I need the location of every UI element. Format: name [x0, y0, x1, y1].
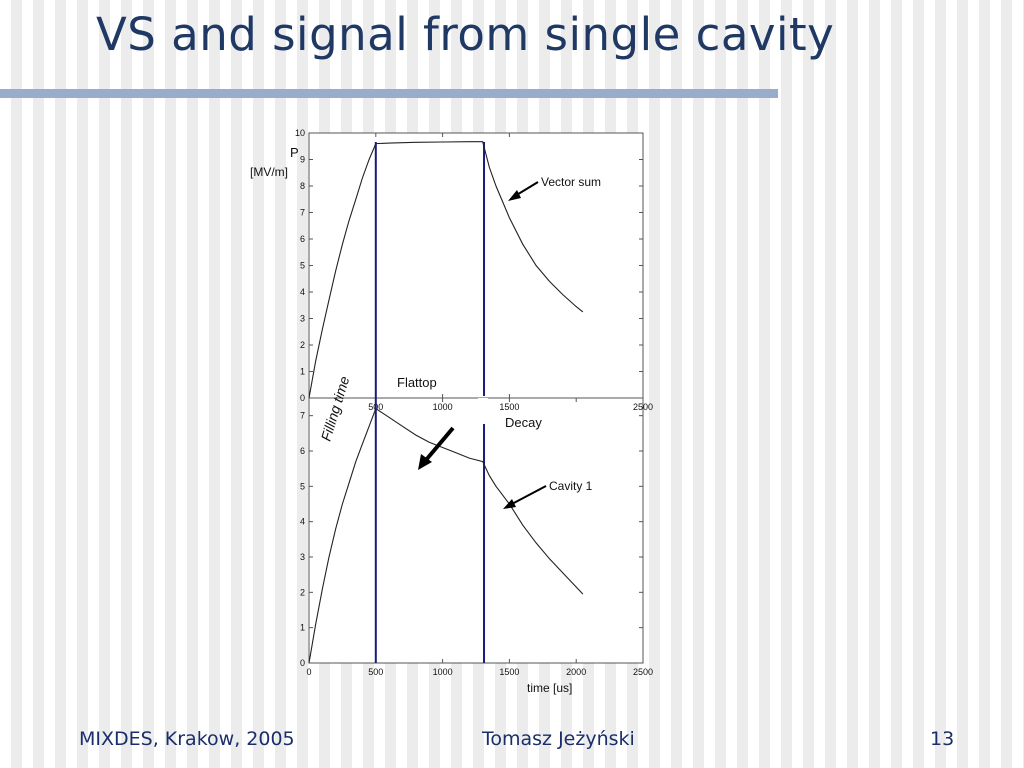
- footer-author: Tomasz Jeżyński: [482, 728, 635, 750]
- top-ytick-label: 5: [300, 261, 305, 271]
- marker-gap: [478, 398, 488, 424]
- top-ytick-label: 3: [300, 314, 305, 324]
- annotation-cavity-1: Cavity 1: [549, 479, 593, 493]
- bottom-ytick-label: 2: [300, 587, 305, 597]
- annotation-decay: Decay: [505, 415, 542, 430]
- bottom-ytick-label: 7: [300, 411, 305, 421]
- bottom-series-line-0: [308, 407, 584, 664]
- bottom-plot-frame: [308, 397, 644, 664]
- cavity-1-arrow: [503, 485, 547, 509]
- top-ytick-label: 10: [295, 128, 305, 138]
- top-ytick-label: 4: [300, 287, 305, 297]
- top-ytick-label: 9: [300, 155, 305, 165]
- bottom-xtick-label: 0: [306, 667, 311, 677]
- bottom-xtick-label: 1000: [433, 667, 453, 677]
- title-underline: [0, 89, 778, 98]
- top-ytick-label: 8: [300, 181, 305, 191]
- bottom-ytick-label: 4: [300, 517, 305, 527]
- top-series-line-0: [308, 141, 584, 399]
- bottom-ytick-label: 3: [300, 552, 305, 562]
- top-xtick-label: 1500: [499, 402, 519, 412]
- page-number: 13: [930, 728, 955, 750]
- top-ytick-label: 7: [300, 208, 305, 218]
- bottom-xtick-label: 1500: [499, 667, 519, 677]
- bottom-ytick-label: 5: [300, 481, 305, 491]
- slide-title: VS and signal from single cavity: [96, 8, 835, 61]
- annotation-flattop: Flattop: [397, 375, 437, 390]
- bottom-xlabel: time [us]: [527, 681, 572, 695]
- annotation-vector-sum: Vector sum: [541, 175, 601, 189]
- top-ytick-label: 2: [300, 340, 305, 350]
- top-ylabel: P: [290, 145, 299, 160]
- top-xtick-label: 1000: [433, 402, 453, 412]
- bottom-ytick-label: 6: [300, 446, 305, 456]
- top-ylabel-unit: [MV/m]: [250, 165, 288, 179]
- bottom-xtick-label: 2500: [633, 667, 653, 677]
- footer-conference: MIXDES, Krakow, 2005: [79, 728, 295, 750]
- top-xtick-label: 2500: [633, 402, 653, 412]
- bottom-xtick-label: 2000: [566, 667, 586, 677]
- bottom-ytick-label: 1: [300, 623, 305, 633]
- top-plot-frame: [308, 132, 644, 399]
- bottom-xtick-label: 500: [368, 667, 383, 677]
- vector-sum-arrow: [508, 181, 539, 201]
- filling-time-arrow: [418, 426, 455, 470]
- top-ytick-label: 0: [300, 393, 305, 403]
- top-ytick-label: 6: [300, 234, 305, 244]
- top-ytick-label: 1: [300, 367, 305, 377]
- bottom-ytick-label: 0: [300, 658, 305, 668]
